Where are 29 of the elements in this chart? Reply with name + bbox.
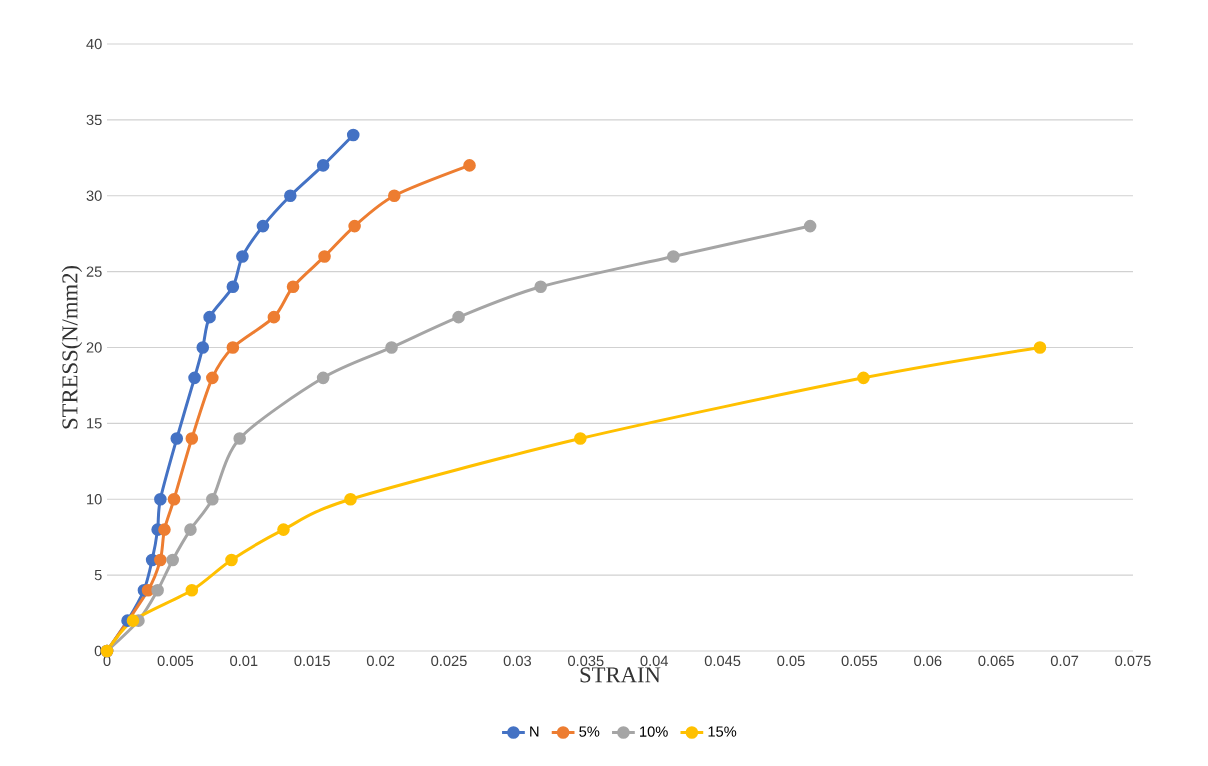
legend-label: 10% <box>640 726 668 737</box>
y-tick-label: 20 <box>86 342 102 353</box>
legend-label: 15% <box>708 726 737 737</box>
y-tick-label: 10 <box>87 494 102 505</box>
x-tick-label: 0.055 <box>841 655 878 667</box>
x-tick-label: 0.01 <box>230 655 258 667</box>
x-tick-label: 0.06 <box>914 655 942 667</box>
x-tick-label: 0.065 <box>978 655 1014 667</box>
y-tick-label: 30 <box>86 190 102 201</box>
x-tick-label: 0.03 <box>503 655 532 667</box>
y-axis-title: STRESS(N/mm2) <box>61 265 83 429</box>
x-tick-label: 0.005 <box>157 655 194 667</box>
x-tick-label: 0.045 <box>704 655 741 667</box>
x-axis-title: STRAIN <box>580 667 661 683</box>
x-tick-label: 0.02 <box>366 655 395 667</box>
y-tick-label: 25 <box>86 266 102 277</box>
x-tick-label: 0.035 <box>568 655 604 667</box>
x-tick-label: 0.075 <box>1115 655 1151 667</box>
y-tick-label: 40 <box>86 38 102 50</box>
x-tick-label: 0.025 <box>431 655 467 667</box>
x-tick-label: 0.05 <box>777 655 805 667</box>
x-tick-label: 0.04 <box>640 655 669 667</box>
x-tick-label: 0.07 <box>1050 655 1079 667</box>
legend-label: N <box>530 726 539 737</box>
x-tick-label: 0.015 <box>294 655 330 667</box>
legend-label: 5% <box>579 726 600 737</box>
y-tick-label: 35 <box>86 114 102 126</box>
y-tick-label: 15 <box>87 418 102 429</box>
y-tick-label: 5 <box>94 570 102 581</box>
